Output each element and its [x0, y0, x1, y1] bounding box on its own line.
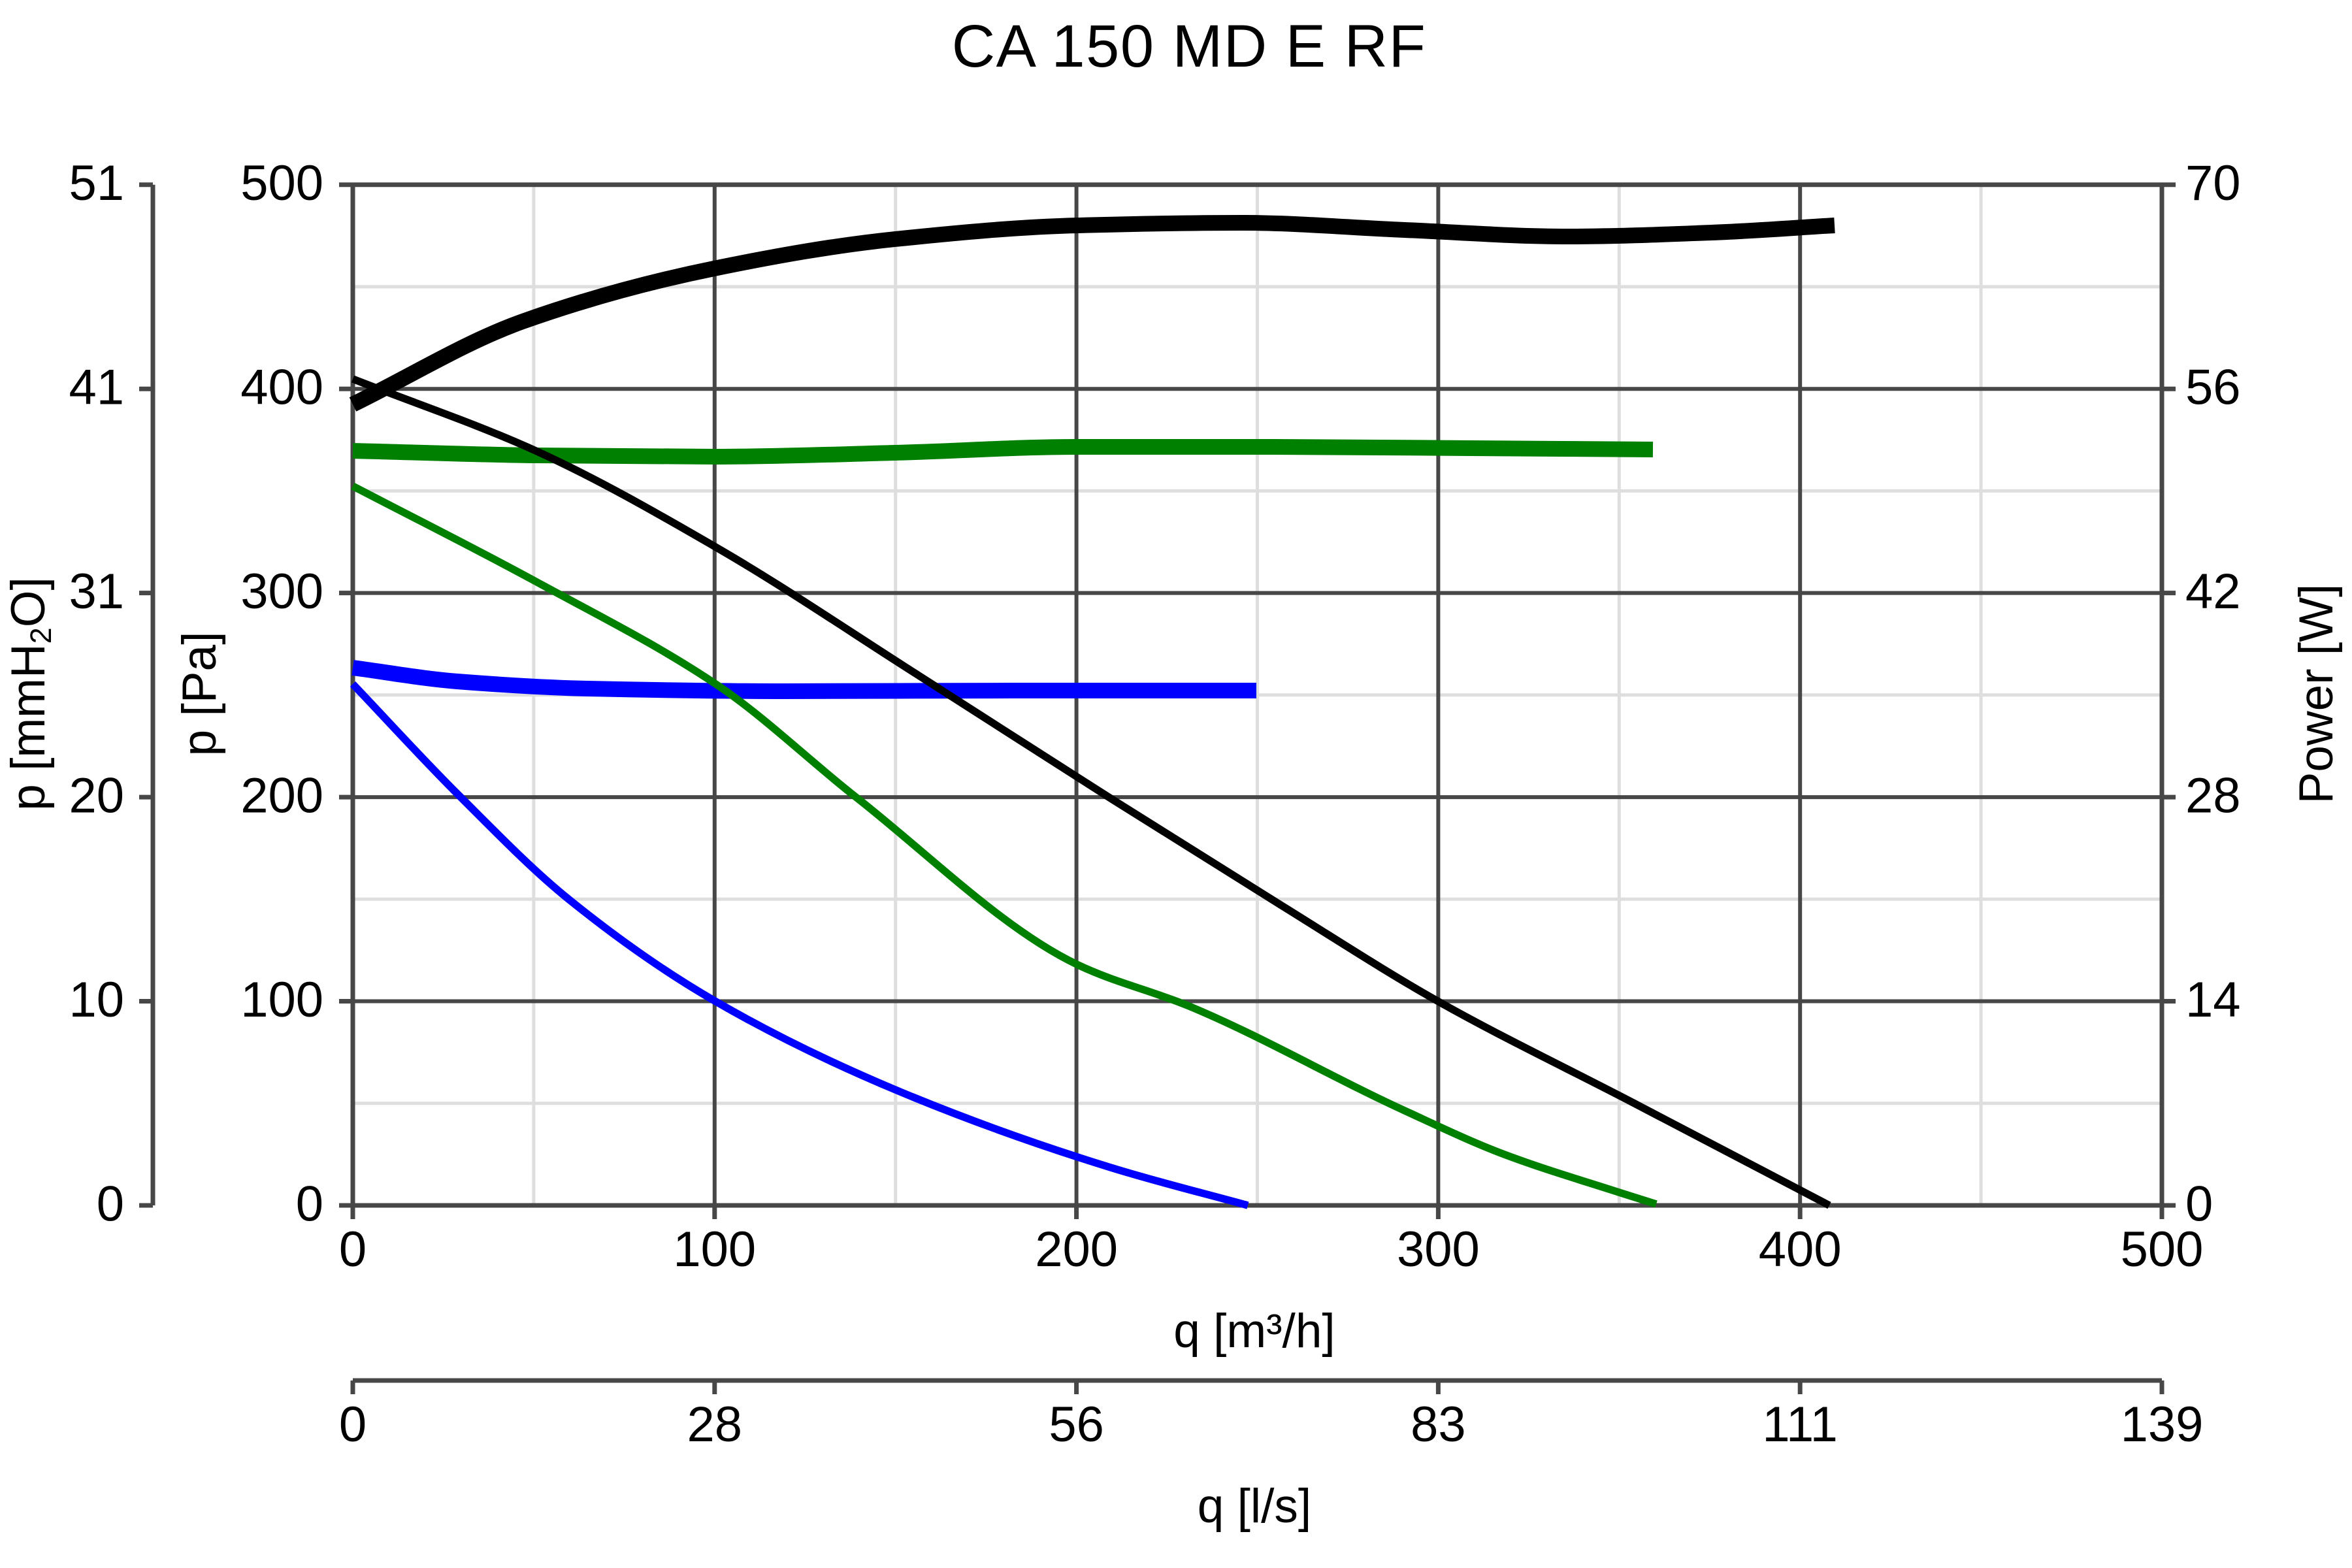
svg-text:0: 0 — [97, 1177, 124, 1232]
svg-text:83: 83 — [1411, 1397, 1466, 1452]
svg-text:70: 70 — [2185, 155, 2241, 211]
svg-text:300: 300 — [1397, 1222, 1480, 1277]
svg-text:0: 0 — [339, 1222, 367, 1277]
svg-text:111: 111 — [1762, 1397, 1838, 1452]
svg-text:100: 100 — [673, 1222, 756, 1277]
svg-text:0: 0 — [339, 1397, 367, 1452]
svg-text:q [m³/h]: q [m³/h] — [1173, 1305, 1335, 1358]
svg-text:200: 200 — [240, 768, 323, 824]
svg-text:20: 20 — [69, 768, 124, 824]
svg-text:p [mmH2O]: p [mmH2O] — [2, 577, 57, 811]
svg-text:300: 300 — [240, 564, 323, 619]
svg-text:CA 150 MD E RF: CA 150 MD E RF — [952, 13, 1427, 80]
svg-text:100: 100 — [240, 972, 323, 1028]
svg-text:0: 0 — [2185, 1177, 2213, 1232]
svg-text:14: 14 — [2185, 972, 2241, 1028]
svg-text:56: 56 — [2185, 360, 2241, 416]
svg-text:28: 28 — [2185, 768, 2241, 824]
svg-text:10: 10 — [69, 972, 124, 1028]
svg-text:Power [W]: Power [W] — [2290, 584, 2343, 804]
svg-text:500: 500 — [2121, 1222, 2204, 1277]
svg-text:28: 28 — [687, 1397, 743, 1452]
svg-text:q [l/s]: q [l/s] — [1198, 1480, 1311, 1533]
svg-text:56: 56 — [1049, 1397, 1104, 1452]
svg-text:139: 139 — [2121, 1397, 2204, 1452]
svg-text:500: 500 — [240, 155, 323, 211]
svg-text:200: 200 — [1035, 1222, 1118, 1277]
svg-text:p [Pa]: p [Pa] — [173, 632, 226, 757]
svg-text:51: 51 — [69, 155, 124, 211]
svg-text:400: 400 — [1759, 1222, 1842, 1277]
svg-text:0: 0 — [296, 1177, 323, 1232]
svg-text:31: 31 — [69, 564, 124, 619]
svg-text:42: 42 — [2185, 564, 2241, 619]
svg-text:400: 400 — [240, 360, 323, 416]
svg-text:41: 41 — [69, 360, 124, 416]
